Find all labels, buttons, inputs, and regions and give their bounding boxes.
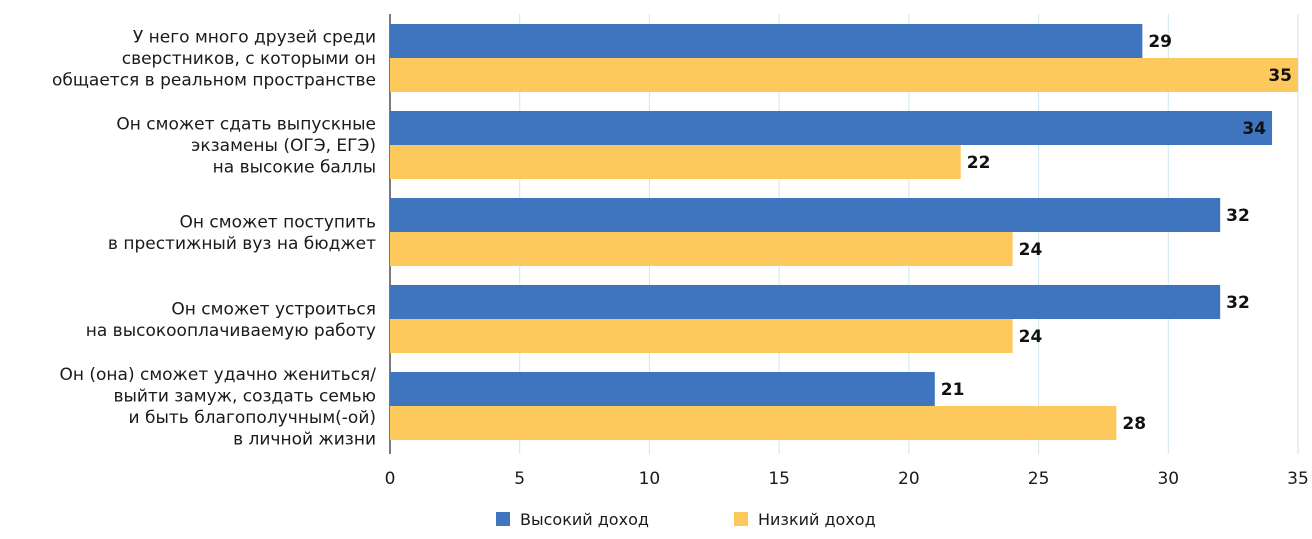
category-label: Он сможет поступить в престижный вуз на б… [108, 212, 376, 254]
category-label-line: Он сможет устроиться [171, 299, 376, 319]
x-tick-label: 35 [1287, 469, 1309, 489]
bar-high-income [390, 111, 1273, 145]
data-label: 22 [967, 153, 991, 173]
x-tick-label: 30 [1157, 469, 1179, 489]
category-label: Он (она) сможет удачно жениться/выйти за… [59, 365, 376, 450]
bar-high-income [390, 372, 935, 406]
bar-high-income [390, 285, 1221, 319]
bar-low-income [390, 319, 1013, 353]
bar-low-income [390, 58, 1298, 92]
category-label-line: У него много друзей среди [133, 28, 376, 48]
category-label-line: Он сможет сдать выпускные [116, 115, 376, 135]
legend-label: Высокий доход [520, 510, 649, 529]
x-tick-label: 5 [514, 469, 525, 489]
category-label-line: на высокооплачиваемую работу [86, 321, 376, 341]
data-label: 29 [1148, 32, 1172, 52]
category-label-line: на высокие баллы [213, 158, 376, 178]
category-label-line: сверстников, с которыми он [122, 49, 376, 69]
category-label-line: общается в реальном пространстве [52, 71, 376, 91]
data-label: 21 [941, 380, 965, 400]
category-label: Он сможет устроиться на высокооплачиваему… [86, 299, 376, 341]
x-tick-label: 0 [385, 469, 396, 489]
data-label: 34 [1242, 119, 1266, 139]
category-label-line: экзамены (ОГЭ, ЕГЭ) [191, 136, 376, 156]
bar-high-income [390, 24, 1143, 58]
category-label-line: в престижный вуз на бюджет [108, 234, 376, 254]
category-label: У него много друзей среди сверстников, с … [52, 28, 376, 91]
data-label: 32 [1226, 206, 1250, 226]
x-tick-label: 25 [1028, 469, 1050, 489]
bar-high-income [390, 198, 1221, 232]
bar-low-income [390, 406, 1117, 440]
data-label: 24 [1019, 327, 1043, 347]
category-label-line: и быть благополучным(-ой) [129, 408, 376, 428]
bar-low-income [390, 145, 961, 179]
legend-label: Низкий доход [758, 510, 876, 529]
category-label-line: в личной жизни [233, 429, 376, 449]
legend-swatch [496, 512, 510, 526]
legend-swatch [734, 512, 748, 526]
data-label: 28 [1122, 414, 1146, 434]
data-label: 32 [1226, 293, 1250, 313]
x-tick-label: 15 [768, 469, 790, 489]
category-label-line: выйти замуж, создать семью [113, 386, 376, 406]
data-label: 24 [1019, 240, 1043, 260]
bar-low-income [390, 232, 1013, 266]
category-label: Он сможет сдать выпускные экзамены (ОГЭ, … [116, 115, 376, 178]
x-tick-label: 20 [898, 469, 920, 489]
data-label: 35 [1268, 66, 1292, 86]
category-label-line: Он (она) сможет удачно жениться/ [59, 365, 376, 385]
category-label-line: Он сможет поступить [180, 212, 376, 232]
x-tick-label: 10 [639, 469, 661, 489]
